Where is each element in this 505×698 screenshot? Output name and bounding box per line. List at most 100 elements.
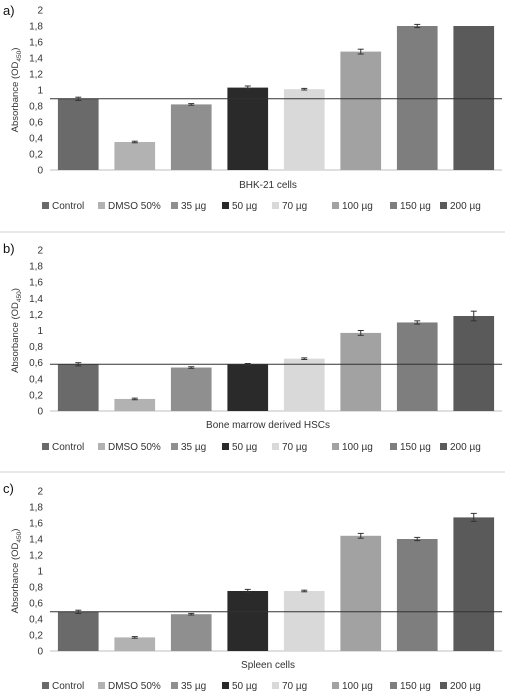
y-tick-label: 1,8 xyxy=(29,22,43,33)
y-axis-title-main: Absorbance (OD xyxy=(10,543,21,614)
legend-swatch xyxy=(98,682,105,689)
x-axis-title: Spleen cells xyxy=(241,660,295,671)
bar xyxy=(453,316,495,411)
legend-swatch xyxy=(272,443,279,450)
legend-swatch xyxy=(222,682,229,689)
y-tick-label: 0,8 xyxy=(29,102,43,113)
legend-swatch xyxy=(272,202,279,209)
bar xyxy=(114,637,156,651)
y-axis-title: Absorbance (OD450) xyxy=(10,288,23,373)
panel-label: a) xyxy=(3,3,15,18)
y-axis-title-subscript: 450 xyxy=(16,291,23,302)
legend-label: 150 µg xyxy=(400,681,431,692)
legend-label: 50 µg xyxy=(232,681,257,692)
y-tick-label: 1 xyxy=(37,86,43,97)
y-tick-label: 0,6 xyxy=(29,599,43,610)
y-tick-label: 0,2 xyxy=(29,631,43,642)
y-tick-label: 1,8 xyxy=(29,262,43,273)
legend-swatch xyxy=(440,202,447,209)
x-axis-title: Bone marrow derived HSCs xyxy=(206,420,330,431)
legend-label: 70 µg xyxy=(282,681,307,692)
y-tick-label: 2 xyxy=(37,487,43,498)
legend-label: 200 µg xyxy=(450,681,481,692)
y-tick-label: 0,4 xyxy=(29,615,43,626)
y-axis-title-end: ) xyxy=(10,288,21,291)
legend-swatch xyxy=(440,443,447,450)
bar xyxy=(283,591,325,651)
legend-label: 50 µg xyxy=(232,201,257,212)
y-axis-title-main: Absorbance (OD xyxy=(10,302,21,373)
bar xyxy=(283,358,325,411)
y-tick-label: 1,4 xyxy=(29,54,43,65)
y-axis-title-subscript: 450 xyxy=(16,531,23,542)
legend-label: DMSO 50% xyxy=(108,201,161,212)
chart-panel: b) Absorbance (OD450) 0 0,2 0,4 0,6 0,8 1 1,2 1,4… xyxy=(0,241,505,473)
bar xyxy=(57,611,99,651)
legend-label: 150 µg xyxy=(400,442,431,453)
legend-swatch xyxy=(272,682,279,689)
legend-label: 200 µg xyxy=(450,442,481,453)
legend-swatch xyxy=(98,443,105,450)
y-tick-label: 1 xyxy=(37,326,43,337)
legend-swatch xyxy=(98,202,105,209)
y-tick-label: 0,6 xyxy=(29,358,43,369)
y-tick-label: 0,4 xyxy=(29,374,43,385)
legend-swatch xyxy=(390,682,397,689)
bar xyxy=(227,87,269,170)
chart-panel: a) Absorbance (OD450) 0 0,2 0,4 0,6 0,8 1 1,2 1,4… xyxy=(0,3,505,233)
y-tick-label: 2 xyxy=(37,6,43,17)
y-tick-label: 1,6 xyxy=(29,38,43,49)
y-tick-label: 0 xyxy=(37,647,43,658)
y-tick-label: 0,2 xyxy=(29,150,43,161)
legend-label: 100 µg xyxy=(342,201,373,212)
bar xyxy=(57,364,99,411)
bar xyxy=(340,535,382,651)
y-tick-label: 0,8 xyxy=(29,583,43,594)
legend-swatch xyxy=(42,682,49,689)
y-axis-title-end: ) xyxy=(10,48,21,51)
y-axis-title-subscript: 450 xyxy=(16,50,23,61)
chart-panels: a)Absorbance (OD450)00,20,40,60,811,21,4… xyxy=(0,3,505,692)
bar xyxy=(114,142,156,170)
y-axis-title: Absorbance (OD450) xyxy=(10,48,23,133)
y-tick-label: 0 xyxy=(37,407,43,418)
legend-swatch xyxy=(171,443,178,450)
legend-swatch xyxy=(440,682,447,689)
bar xyxy=(340,51,382,170)
bar xyxy=(170,104,212,170)
legend-swatch xyxy=(332,682,339,689)
legend-swatch xyxy=(42,202,49,209)
y-tick-label: 0,4 xyxy=(29,134,43,145)
y-axis-title-end: ) xyxy=(10,529,21,532)
y-tick-label: 0 xyxy=(37,166,43,177)
legend-label: 70 µg xyxy=(282,442,307,453)
bar xyxy=(57,98,99,170)
legend-label: 100 µg xyxy=(342,681,373,692)
legend-label: 200 µg xyxy=(450,201,481,212)
y-tick-label: 1,6 xyxy=(29,519,43,530)
bar xyxy=(227,364,269,411)
legend-label: 150 µg xyxy=(400,201,431,212)
y-tick-label: 1,2 xyxy=(29,551,43,562)
legend-swatch xyxy=(222,443,229,450)
y-tick-label: 0,6 xyxy=(29,118,43,129)
legend-label: Control xyxy=(52,442,84,453)
legend-label: 35 µg xyxy=(181,442,206,453)
y-tick-label: 1,4 xyxy=(29,294,43,305)
y-axis-title-main: Absorbance (OD xyxy=(10,62,21,133)
y-tick-label: 1 xyxy=(37,567,43,578)
legend-swatch xyxy=(332,443,339,450)
legend-swatch xyxy=(171,202,178,209)
y-tick-label: 2 xyxy=(37,246,43,257)
legend-swatch xyxy=(390,443,397,450)
legend-label: DMSO 50% xyxy=(108,442,161,453)
bar xyxy=(227,591,269,651)
y-tick-label: 1,4 xyxy=(29,535,43,546)
legend-label: DMSO 50% xyxy=(108,681,161,692)
bar xyxy=(396,26,438,170)
bar xyxy=(170,367,212,411)
bar xyxy=(114,398,156,411)
panel-label: c) xyxy=(3,481,14,496)
legend-swatch xyxy=(171,682,178,689)
